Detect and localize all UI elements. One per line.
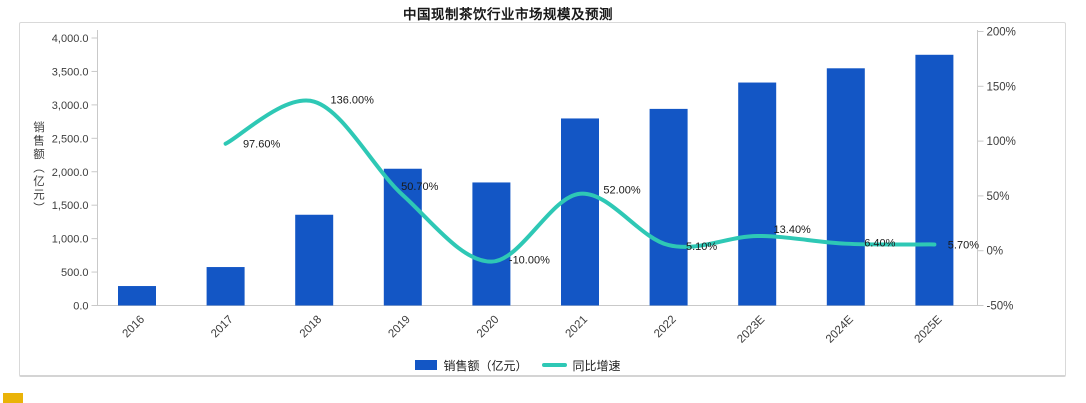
left-axis-tick-label: 500.0 bbox=[61, 267, 89, 279]
x-axis-label-2022: 2022 bbox=[652, 314, 679, 341]
right-axis-tick-label: 0% bbox=[987, 246, 1004, 258]
legend-item-sales[interactable]: 销售额（亿元） bbox=[415, 357, 528, 374]
legend-item-growth[interactable]: 同比增速 bbox=[541, 357, 621, 374]
bar-2017[interactable] bbox=[206, 267, 245, 306]
x-axis-label-2024E: 2024E bbox=[824, 313, 856, 345]
bar-2019[interactable] bbox=[383, 168, 422, 306]
bar-2018[interactable] bbox=[295, 214, 334, 306]
x-axis-label-2016: 2016 bbox=[121, 314, 148, 341]
left-axis-tick-label: 1,500.0 bbox=[52, 200, 89, 212]
legend-label-growth: 同比增速 bbox=[572, 358, 621, 373]
legend-label-sales: 销售额（亿元） bbox=[443, 358, 528, 373]
bar-2020[interactable] bbox=[472, 182, 511, 306]
growth-data-label-2019: 50.70% bbox=[401, 181, 439, 193]
left-axis-tick-label: 1,000.0 bbox=[52, 234, 89, 246]
x-axis-label-2023E: 2023E bbox=[735, 313, 767, 345]
right-axis-tick-label: 100% bbox=[987, 136, 1016, 148]
growth-data-label-2022: 5.10% bbox=[686, 241, 717, 253]
growth-line[interactable] bbox=[223, 98, 937, 264]
left-axis-tick-label: 3,000.0 bbox=[52, 100, 89, 112]
bar-2021[interactable] bbox=[561, 118, 599, 306]
bar-2024E[interactable] bbox=[826, 68, 865, 306]
right-axis-tick-label: 50% bbox=[987, 191, 1010, 203]
chart-container bbox=[19, 22, 1066, 377]
left-axis-tick-label: 4,000.0 bbox=[52, 33, 89, 45]
bar-2022[interactable] bbox=[649, 108, 688, 306]
accent-square bbox=[3, 393, 23, 403]
line-series-swatch bbox=[541, 363, 567, 367]
left-axis-tick-label: 2,000.0 bbox=[52, 167, 89, 179]
x-axis-label-2017: 2017 bbox=[209, 314, 236, 341]
growth-data-label-2020: -10.00% bbox=[509, 255, 550, 267]
growth-data-label-2025E: 5.70% bbox=[948, 239, 979, 251]
x-axis-label-2025E: 2025E bbox=[913, 313, 945, 345]
x-axis-label-2019: 2019 bbox=[386, 314, 413, 341]
bar-2016[interactable] bbox=[118, 286, 156, 306]
y-axis-title: 销售额（亿元） bbox=[32, 121, 44, 216]
left-axis-tick-label: 3,500.0 bbox=[52, 66, 89, 78]
left-axis-tick-label: 2,500.0 bbox=[52, 133, 89, 145]
bar-2023E[interactable] bbox=[738, 82, 777, 306]
growth-data-label-2018: 136.00% bbox=[330, 95, 374, 107]
growth-data-label-2017: 97.60% bbox=[243, 139, 281, 151]
x-axis-label-2021: 2021 bbox=[564, 314, 591, 341]
right-axis-tick-label: -50% bbox=[987, 301, 1014, 313]
left-axis-tick-label: 0.0 bbox=[73, 301, 88, 313]
growth-data-label-2021: 52.00% bbox=[603, 185, 641, 197]
bar-series-swatch bbox=[415, 360, 438, 370]
bar-2025E[interactable] bbox=[915, 54, 954, 306]
chart-title: 中国现制茶饮行业市场规模及预测 bbox=[403, 7, 613, 22]
growth-data-label-2023E: 13.40% bbox=[774, 224, 812, 236]
x-axis-label-2020: 2020 bbox=[475, 314, 502, 341]
chart-legend: 销售额（亿元） 同比增速 bbox=[0, 355, 1036, 375]
right-axis-tick-label: 150% bbox=[987, 81, 1016, 93]
x-axis-label-2018: 2018 bbox=[298, 314, 325, 341]
right-axis-tick-label: 200% bbox=[987, 27, 1016, 39]
growth-data-label-2024E: 6.40% bbox=[864, 238, 895, 250]
